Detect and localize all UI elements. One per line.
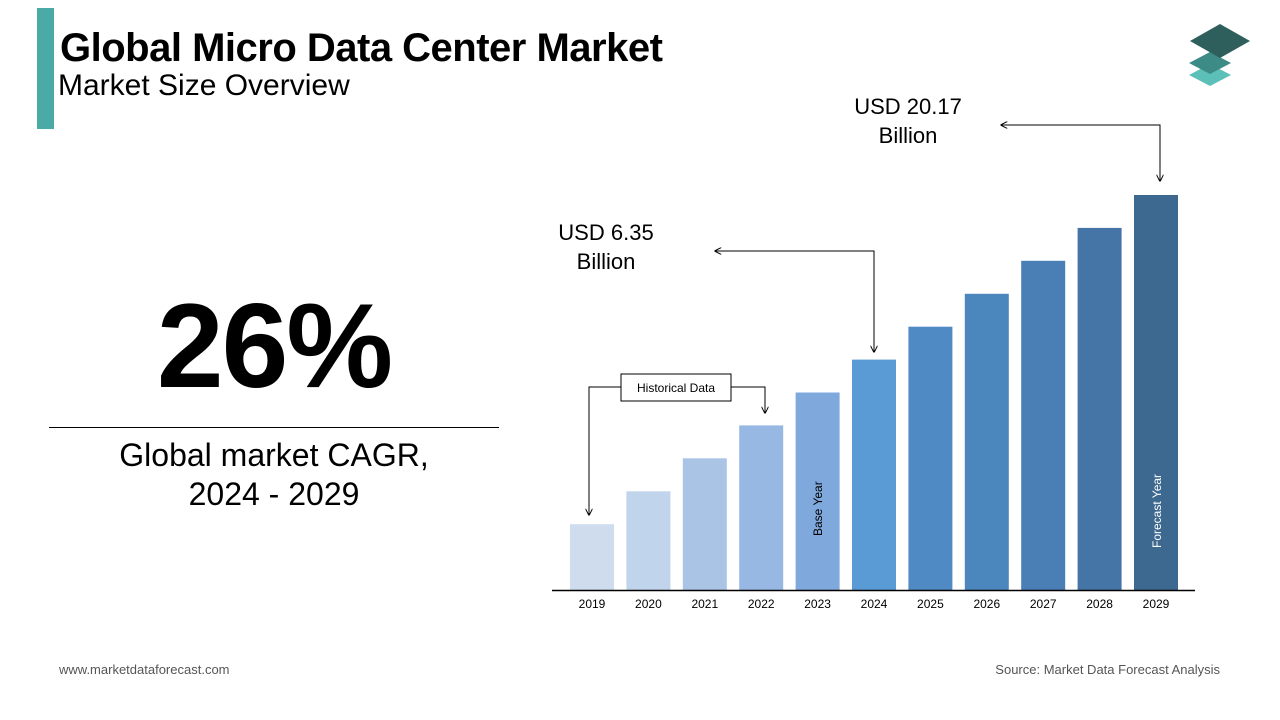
bar-2026 — [964, 293, 1009, 591]
bar-2020 — [626, 491, 671, 591]
cagr-value: 26% — [156, 279, 393, 413]
cagr-label: Global market CAGR, 2024 - 2029 — [49, 436, 499, 514]
bar-2028 — [1077, 227, 1122, 590]
stat-divider — [49, 427, 499, 428]
x-tick-2024: 2024 — [861, 597, 888, 611]
logo-layer-bottom — [1189, 64, 1231, 86]
cagr-label-line1: Global market CAGR, — [119, 437, 429, 473]
x-tick-2020: 2020 — [635, 597, 662, 611]
bar-2022 — [739, 425, 784, 590]
footer-source: Source: Market Data Forecast Analysis — [995, 662, 1220, 677]
value-2024-line1: USD 6.35 — [558, 220, 653, 245]
stacked-layers-logo-icon — [1189, 24, 1250, 86]
value-2024-arrow — [715, 251, 874, 352]
bar-2025 — [908, 326, 953, 590]
footer-website: www.marketdataforecast.com — [59, 662, 230, 677]
title-accent-bar — [37, 8, 54, 129]
historical-arrow-right — [731, 386, 765, 413]
x-tick-2022: 2022 — [748, 597, 775, 611]
page-title: Global Micro Data Center Market — [60, 26, 663, 70]
value-2029-line1: USD 20.17 — [854, 94, 962, 119]
value-2029-arrow — [1001, 125, 1160, 181]
x-tick-labels: 2019 2020 2021 2022 2023 2024 2025 2026 2027 2028… — [579, 597, 1170, 611]
x-tick-2029: 2029 — [1143, 597, 1170, 611]
bars-group — [570, 195, 1178, 591]
value-2029-line2: Billion — [879, 123, 938, 148]
historical-data-box — [620, 373, 732, 402]
forecast-year-label: Forecast Year — [1150, 474, 1164, 548]
x-tick-2023: 2023 — [804, 597, 831, 611]
x-tick-2021: 2021 — [691, 597, 718, 611]
x-tick-2026: 2026 — [973, 597, 1000, 611]
bar-2024 — [852, 359, 896, 590]
historical-arrow-left — [589, 386, 621, 515]
cagr-label-line2: 2024 - 2029 — [188, 476, 360, 512]
page-subtitle: Market Size Overview — [58, 69, 350, 102]
base-year-label: Base Year — [811, 481, 825, 536]
x-tick-2025: 2025 — [917, 597, 944, 611]
x-tick-2019: 2019 — [579, 597, 606, 611]
bar-2019 — [570, 524, 614, 590]
logo-layer-top — [1190, 24, 1250, 58]
x-tick-2028: 2028 — [1086, 597, 1113, 611]
bar-2023 — [795, 392, 840, 590]
x-tick-2027: 2027 — [1030, 597, 1057, 611]
historical-data-label: Historical Data — [637, 381, 715, 395]
bar-2027 — [1021, 260, 1066, 590]
bar-2021 — [682, 458, 727, 590]
bar-2029 — [1134, 195, 1178, 590]
value-2024-line2: Billion — [577, 249, 636, 274]
